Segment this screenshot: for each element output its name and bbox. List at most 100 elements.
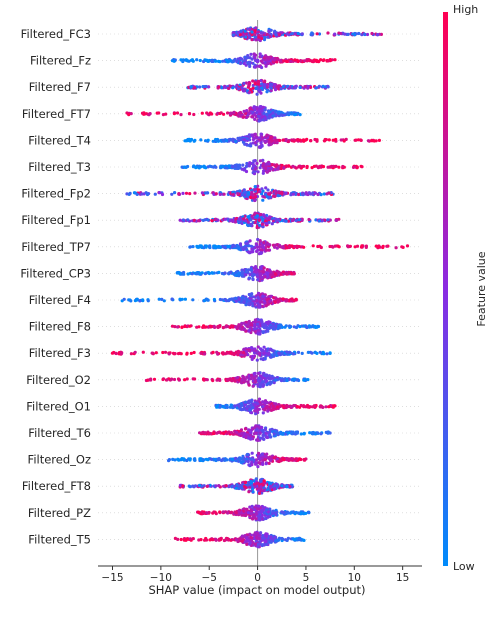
shap-point: [247, 322, 251, 326]
shap-point: [176, 377, 181, 381]
shap-point: [304, 192, 308, 196]
shap-point: [237, 87, 241, 91]
shap-point: [253, 35, 257, 40]
shap-point: [240, 513, 244, 517]
shap-point: [252, 65, 256, 69]
shap-point: [160, 192, 165, 197]
feature-points: [178, 477, 294, 495]
shap-point: [333, 58, 337, 62]
shap-point: [195, 58, 199, 62]
shap-point: [245, 375, 249, 379]
shap-point: [278, 33, 282, 37]
shap-point: [199, 538, 203, 542]
shap-point: [202, 85, 207, 89]
shap-point: [252, 533, 256, 537]
shap-point: [224, 58, 229, 62]
shap-point: [237, 274, 241, 278]
shap-point: [316, 192, 320, 197]
shap-point: [257, 487, 261, 491]
shap-point: [256, 402, 260, 406]
shap-point: [236, 351, 240, 355]
feature-label: Filtered_F8: [29, 320, 91, 334]
shap-point: [256, 345, 260, 349]
shap-point: [308, 59, 312, 63]
shap-point: [250, 451, 254, 455]
shap-point: [254, 38, 258, 42]
shap-point: [257, 328, 261, 332]
shap-point: [327, 138, 331, 142]
shap-point: [315, 32, 319, 36]
feature-points: [170, 317, 321, 336]
feature-label: Filtered_T6: [28, 426, 91, 440]
shap-point: [256, 278, 260, 282]
shap-point: [272, 381, 276, 385]
shap-point: [248, 161, 252, 165]
shap-point: [193, 191, 197, 195]
feature-points: [170, 52, 337, 70]
shap-point: [257, 109, 261, 113]
shap-point: [276, 405, 280, 409]
shap-point: [244, 435, 248, 440]
shap-point: [204, 139, 208, 143]
shap-point: [241, 376, 245, 380]
shap-point: [185, 537, 189, 541]
shap-point: [331, 138, 335, 142]
shap-point: [310, 166, 314, 170]
shap-point: [256, 291, 261, 295]
shap-point: [256, 82, 260, 86]
shap-point: [269, 84, 273, 88]
shap-point: [178, 483, 182, 487]
shap-point: [255, 161, 259, 165]
shap-point: [251, 490, 255, 494]
shap-point: [259, 212, 263, 217]
shap-point: [285, 272, 289, 276]
shap-point: [240, 511, 244, 515]
shap-point: [218, 537, 222, 541]
shap-point: [257, 119, 261, 123]
shap-point: [203, 431, 207, 435]
shap-point: [189, 85, 193, 89]
shap-point: [258, 385, 262, 389]
shap-point: [284, 219, 288, 223]
shap-point: [242, 188, 246, 192]
shap-point: [216, 352, 220, 356]
shap-point: [235, 85, 239, 89]
shap-point: [254, 504, 258, 508]
shap-point: [366, 139, 371, 143]
shap-point: [191, 484, 195, 488]
feature-label: Filtered_Oz: [28, 453, 91, 467]
shap-point: [238, 110, 243, 115]
shap-point: [157, 297, 161, 301]
shap-point: [273, 189, 278, 193]
feature-points: [180, 158, 364, 176]
shap-point: [238, 457, 242, 461]
shap-point: [244, 303, 248, 307]
shap-point: [263, 357, 267, 361]
shap-point: [251, 487, 255, 491]
shap-point: [364, 245, 368, 249]
shap-point: [315, 138, 319, 142]
feature-points: [144, 371, 310, 389]
shap-point: [264, 406, 268, 410]
shap-point: [257, 304, 261, 308]
shap-point: [247, 83, 251, 87]
shap-point: [282, 166, 286, 170]
shap-point: [253, 58, 258, 63]
shap-point: [257, 457, 261, 461]
shap-point: [297, 192, 301, 197]
shap-point: [188, 537, 192, 541]
shap-point: [147, 113, 151, 117]
shap-point: [317, 84, 321, 88]
shap-point: [330, 164, 334, 168]
shap-point: [214, 137, 218, 142]
shap-point: [400, 245, 404, 249]
shap-point: [249, 294, 253, 298]
shap-point: [258, 52, 262, 56]
shap-point: [221, 326, 225, 330]
shap-point: [287, 245, 292, 250]
shap-point: [227, 299, 231, 303]
shap-point: [285, 485, 289, 489]
feature-label: Filtered_T5: [28, 532, 91, 546]
shap-point: [260, 508, 264, 513]
shap-point: [307, 510, 311, 514]
